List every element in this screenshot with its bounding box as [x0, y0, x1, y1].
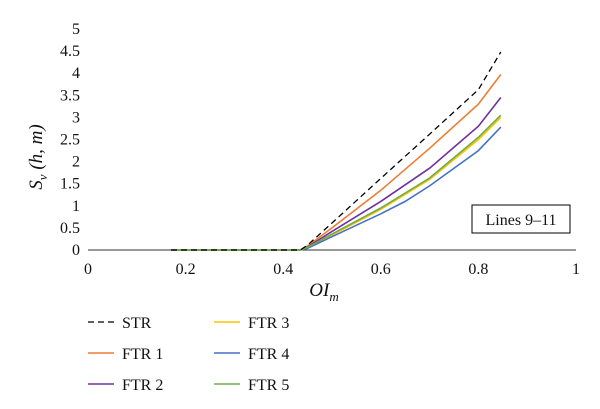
x-axis-title-subscript: m — [329, 289, 338, 304]
y-tick-label: 5 — [72, 21, 80, 38]
y-axis-title: Sv (h, m) — [26, 124, 50, 189]
series-lines — [171, 51, 502, 251]
x-tick-label: 0.2 — [176, 261, 196, 278]
legend-label-str: STR — [122, 315, 152, 332]
y-tick-label: 0.5 — [60, 220, 80, 237]
y-tick-label: 3 — [72, 109, 80, 126]
y-axis-title-subscript: v — [35, 174, 50, 180]
x-tick-label: 0.6 — [371, 261, 391, 278]
legend-label-ftr-2: FTR 2 — [122, 377, 163, 394]
x-tick-labels: 0 0.2 0.4 0.6 0.8 1 — [84, 261, 580, 278]
y-axis-title-args: (h, m) — [26, 124, 47, 174]
y-tick-label: 4 — [72, 65, 80, 82]
legend-label-ftr-5: FTR 5 — [248, 377, 289, 394]
legend-label-ftr-1: FTR 1 — [122, 346, 163, 363]
x-tick-label: 1 — [572, 261, 580, 278]
y-axis-title-main: S — [26, 180, 47, 190]
y-tick-label: 1.5 — [60, 176, 80, 193]
x-axis-title-main: OI — [309, 280, 331, 301]
series-line-ftr-2 — [171, 97, 502, 251]
legend: STR FTR 3 FTR 1 FTR 4 FTR 2 FTR 5 — [88, 315, 289, 394]
annotation-frame — [471, 204, 571, 234]
legend-label-ftr-3: FTR 3 — [248, 315, 289, 332]
series-line-ftr-3 — [171, 116, 502, 251]
y-tick-labels: 0 0.5 1 1.5 2 2.5 3 3.5 4 4.5 5 — [60, 21, 80, 259]
y-tick-label: 0 — [72, 242, 80, 259]
annotation-box: Lines 9–11 — [471, 204, 571, 234]
y-tick-label: 2 — [72, 154, 80, 171]
y-tick-label: 1 — [72, 198, 80, 215]
x-axis-title: OIm — [309, 280, 338, 304]
x-tick-label: 0 — [84, 261, 92, 278]
x-tick-label: 0.8 — [468, 261, 488, 278]
legend-label-ftr-4: FTR 4 — [248, 346, 289, 363]
y-tick-label: 2.5 — [60, 132, 80, 149]
y-tick-label: 3.5 — [60, 87, 80, 104]
y-tick-label: 4.5 — [60, 43, 80, 60]
series-line-str — [171, 51, 502, 251]
x-tick-label: 0.4 — [273, 261, 293, 278]
annotation-label: Lines 9–11 — [486, 212, 557, 229]
